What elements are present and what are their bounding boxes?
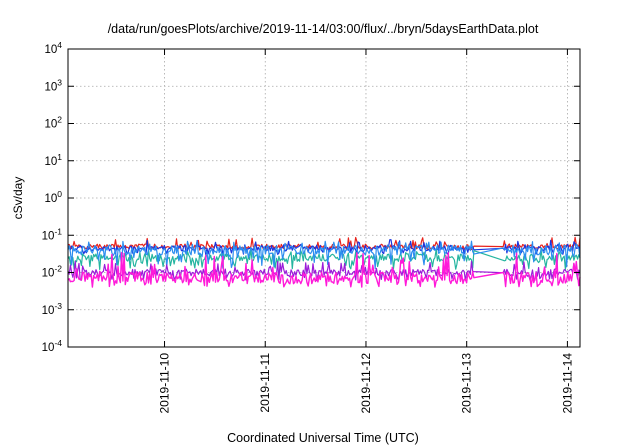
x-tick-label: 2019-11-11 [258,353,272,413]
chart-title: /data/run/goesPlots/archive/2019-11-14/0… [108,22,539,36]
series-line-6 [67,252,581,288]
series-group [67,236,581,288]
x-tick-label: 2019-11-10 [158,353,172,414]
y-tick-label: 10-4 [42,338,63,354]
x-tick-label: 2019-11-12 [359,353,373,414]
y-tick-label: 103 [44,77,62,93]
grid [68,49,580,347]
y-tick-label: 10-1 [42,226,63,242]
y-axis-label: cSv/day [11,177,25,220]
series-line-5 [67,260,581,282]
y-tick-label: 10-2 [42,264,63,280]
x-axis-ticks: 2019-11-10 2019-11-11 2019-11-12 2019-11-13… [158,49,574,414]
x-axis-label: Coordinated Universal Time (UTC) [227,431,419,445]
series-line-4 [67,240,581,270]
y-tick-label: 101 [44,152,62,168]
y-axis-ticks: 10-4 10-3 10-2 10-1 100 101 102 103 104 [42,40,580,354]
y-tick-label: 102 [44,115,62,131]
x-tick-label: 2019-11-13 [460,353,474,414]
y-tick-label: 104 [44,40,62,56]
y-tick-label: 100 [44,189,62,205]
y-tick-label: 10-3 [42,301,63,317]
x-tick-label: 2019-11-14 [560,353,574,414]
